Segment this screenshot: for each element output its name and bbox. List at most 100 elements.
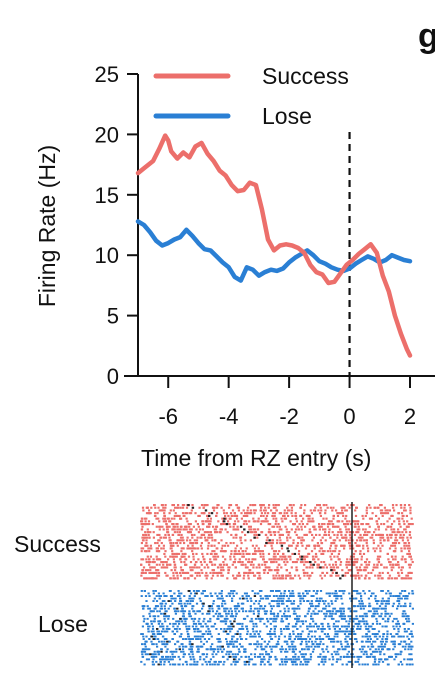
raster-spike	[337, 610, 341, 613]
raster-spike	[163, 663, 166, 666]
raster-spike	[401, 531, 404, 534]
raster-spike	[243, 597, 246, 600]
raster-marker	[167, 600, 170, 602]
raster-spike	[356, 569, 359, 572]
raster-spike	[274, 555, 277, 558]
raster-spike	[185, 638, 188, 640]
raster-spike	[277, 531, 280, 534]
raster-spike	[394, 595, 397, 597]
raster-marker	[239, 525, 243, 528]
raster-spike	[260, 520, 263, 523]
raster-spike	[269, 610, 272, 613]
raster-spike	[232, 635, 235, 638]
raster-spike	[242, 617, 246, 620]
raster-spike	[178, 571, 182, 574]
raster-spike	[168, 563, 171, 566]
raster-spike	[167, 660, 170, 663]
raster-spike	[175, 628, 178, 630]
raster-spike	[384, 643, 387, 646]
raster-spike	[389, 561, 392, 564]
raster-spike	[189, 561, 193, 564]
raster-marker	[319, 566, 322, 569]
raster-spike	[142, 607, 145, 610]
raster-spike	[404, 595, 408, 597]
raster-spike	[378, 615, 381, 618]
raster-spike	[194, 561, 198, 564]
raster-spike	[184, 622, 187, 625]
raster-spike	[293, 610, 296, 613]
raster-spike	[143, 650, 146, 653]
raster-spike	[209, 552, 212, 555]
raster-spike	[260, 514, 263, 517]
raster-spike	[329, 592, 332, 595]
raster-spike	[402, 536, 405, 539]
raster-spike	[157, 574, 161, 577]
raster-spike	[178, 602, 181, 605]
raster-spike	[375, 520, 379, 523]
raster-spike	[185, 571, 189, 574]
raster-spike	[171, 650, 174, 653]
raster-spike	[223, 512, 226, 515]
raster-spike	[370, 643, 373, 646]
raster-spike	[358, 602, 361, 605]
raster-spike	[312, 595, 315, 597]
raster-spike	[216, 506, 219, 509]
raster-spike	[347, 645, 351, 648]
raster-marker	[178, 648, 181, 651]
raster-spike	[403, 528, 406, 531]
raster-spike	[287, 514, 290, 517]
raster-spike	[233, 512, 236, 515]
raster-spike	[211, 653, 214, 656]
raster-spike	[332, 506, 335, 509]
raster-spike	[332, 640, 335, 643]
raster-spike	[345, 635, 348, 638]
raster-spike	[265, 539, 268, 542]
raster-spike	[288, 590, 291, 592]
raster-spike	[267, 542, 270, 545]
raster-spike	[171, 602, 174, 605]
raster-spike	[344, 638, 347, 640]
raster-spike	[160, 602, 163, 605]
raster-spike	[143, 663, 146, 666]
raster-marker	[300, 555, 304, 558]
raster-spike	[144, 536, 147, 539]
raster-spike	[321, 648, 324, 651]
raster-spike	[276, 571, 279, 574]
raster-spike	[347, 528, 350, 531]
raster-spike	[191, 625, 194, 628]
raster-spike	[372, 592, 375, 595]
raster-spike	[399, 525, 402, 528]
raster-spike	[256, 536, 259, 539]
raster-spike	[373, 563, 376, 566]
raster-spike	[258, 571, 261, 574]
raster-spike	[203, 531, 206, 534]
raster-spike	[248, 610, 251, 613]
raster-spike	[405, 643, 408, 646]
raster-spike	[278, 595, 281, 597]
raster-spike	[329, 550, 332, 553]
raster-spike	[186, 547, 189, 550]
raster-spike	[364, 615, 367, 618]
raster-spike	[303, 533, 306, 536]
raster-spike	[290, 506, 293, 509]
raster-spike	[270, 542, 273, 545]
raster-spike	[225, 542, 228, 545]
raster-spike	[389, 633, 392, 635]
raster-spike	[304, 547, 308, 550]
raster-spike	[403, 523, 406, 526]
raster-spike	[202, 512, 205, 515]
raster-spike	[186, 630, 189, 633]
raster-spike	[292, 600, 296, 602]
raster-spike	[332, 625, 335, 628]
raster-spike	[177, 504, 180, 507]
raster-spike	[273, 512, 277, 515]
raster-spike	[340, 544, 343, 547]
raster-spike	[244, 514, 247, 517]
raster-spike	[148, 563, 151, 566]
raster-spike	[225, 640, 229, 643]
raster-spike	[169, 547, 172, 550]
raster-spike	[369, 655, 372, 658]
raster-spike	[409, 509, 412, 512]
raster-spike	[273, 625, 276, 628]
raster-spike	[277, 523, 280, 526]
